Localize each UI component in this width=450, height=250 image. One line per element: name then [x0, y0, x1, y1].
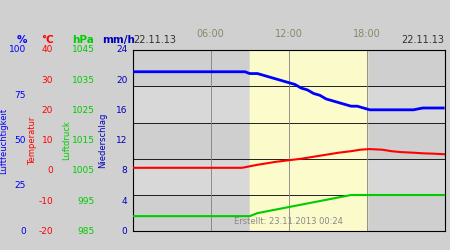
Text: 20: 20 — [116, 76, 127, 85]
Bar — [133, 50, 445, 86]
Text: Temperatur: Temperatur — [28, 116, 37, 165]
Text: 22.11.13: 22.11.13 — [134, 35, 177, 45]
Text: Erstellt: 23.11.2013 00:24: Erstellt: 23.11.2013 00:24 — [234, 217, 343, 226]
Text: hPa: hPa — [72, 35, 94, 45]
Text: 4: 4 — [122, 196, 127, 205]
Text: -10: -10 — [38, 196, 53, 205]
Text: 10: 10 — [41, 136, 53, 145]
Text: 22.11.13: 22.11.13 — [401, 35, 445, 45]
Text: 75: 75 — [14, 91, 26, 100]
Bar — [250, 50, 367, 231]
Text: %: % — [16, 35, 27, 45]
Text: 16: 16 — [116, 106, 127, 115]
Bar — [250, 50, 367, 231]
Text: 0: 0 — [47, 166, 53, 175]
Text: 12:00: 12:00 — [275, 29, 302, 39]
Text: 40: 40 — [42, 46, 53, 54]
Text: 50: 50 — [14, 136, 26, 145]
Text: 12: 12 — [116, 136, 127, 145]
Text: 0: 0 — [122, 227, 127, 236]
Text: Niederschlag: Niederschlag — [98, 113, 107, 168]
Bar — [133, 159, 445, 195]
Text: 25: 25 — [15, 182, 26, 190]
Text: 1045: 1045 — [72, 46, 94, 54]
Text: 985: 985 — [77, 227, 94, 236]
Text: mm/h: mm/h — [102, 35, 135, 45]
Text: 1015: 1015 — [72, 136, 94, 145]
Bar — [133, 86, 445, 122]
Text: 24: 24 — [116, 46, 127, 54]
Text: Luftfeuchtigkeit: Luftfeuchtigkeit — [0, 108, 8, 174]
Text: 0: 0 — [20, 227, 26, 236]
Text: 20: 20 — [42, 106, 53, 115]
Text: 995: 995 — [77, 196, 94, 205]
Bar — [133, 122, 445, 159]
Text: 8: 8 — [122, 166, 127, 175]
Text: -20: -20 — [38, 227, 53, 236]
Text: 30: 30 — [41, 76, 53, 85]
Text: 18:00: 18:00 — [353, 29, 381, 39]
Text: 1035: 1035 — [72, 76, 94, 85]
Text: 1025: 1025 — [72, 106, 94, 115]
Text: °C: °C — [41, 35, 54, 45]
Bar — [133, 195, 445, 231]
Text: 06:00: 06:00 — [197, 29, 225, 39]
Text: Luftdruck: Luftdruck — [62, 121, 71, 160]
Text: 100: 100 — [9, 46, 26, 54]
Text: 1005: 1005 — [72, 166, 94, 175]
